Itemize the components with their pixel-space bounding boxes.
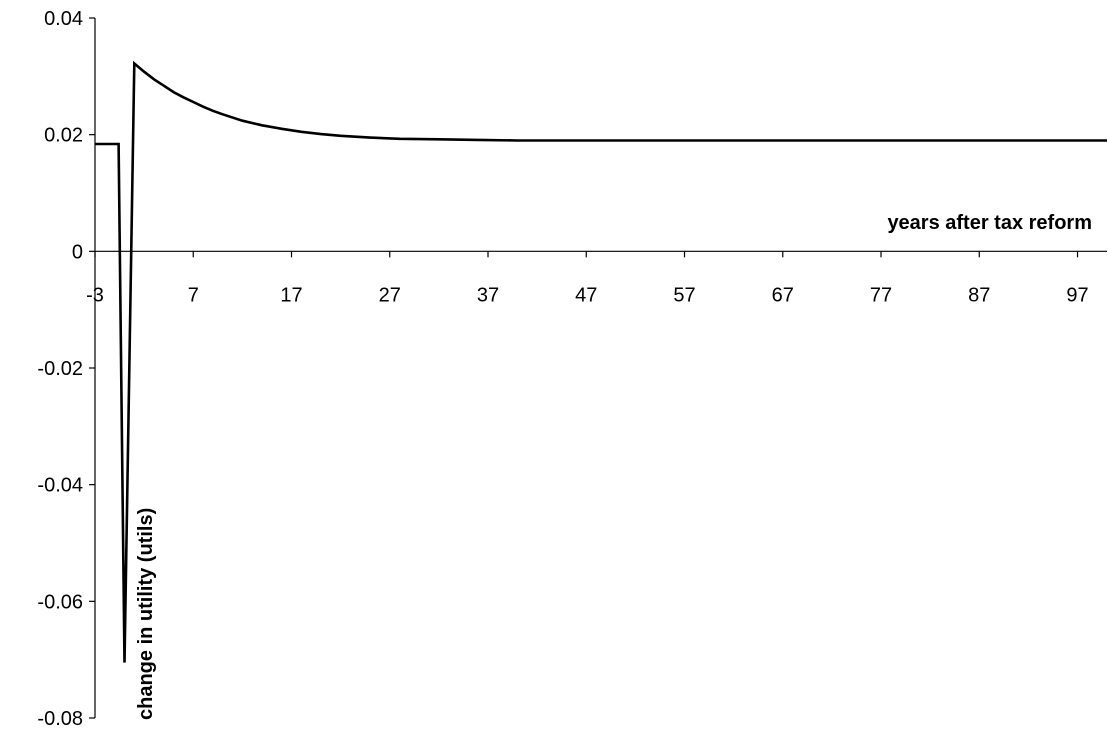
x-tick-label: 47 <box>575 284 597 306</box>
x-tick-label: 27 <box>379 284 401 306</box>
x-tick-label: 77 <box>870 284 892 306</box>
x-tick-label: 67 <box>772 284 794 306</box>
x-tick-label: 97 <box>1066 284 1088 306</box>
x-tick-label: 37 <box>477 284 499 306</box>
y-tick-label: -0.02 <box>37 358 83 380</box>
x-axis-ticks: -3 7 17 27 37 47 57 67 77 87 97 <box>86 251 1089 306</box>
series-line-1 <box>95 60 1107 663</box>
x-tick-label: 87 <box>968 284 990 306</box>
y-tick-label: 0.04 <box>44 8 83 30</box>
x-tick-label: 7 <box>188 284 199 306</box>
y-axis-title: change in utility (utils) <box>135 508 157 720</box>
y-tick-label: -0.06 <box>37 591 83 613</box>
x-tick-label: 17 <box>280 284 302 306</box>
y-tick-label: 0 <box>72 241 83 263</box>
x-tick-label: 57 <box>673 284 695 306</box>
y-tick-label: -0.04 <box>37 475 83 497</box>
series-group <box>95 60 1107 663</box>
y-axis-ticks: 0.04 0.02 0 -0.02 -0.04 -0.06 -0.08 <box>37 8 95 730</box>
y-tick-label: -0.08 <box>37 708 83 730</box>
x-axis-title: years after tax reform <box>887 212 1092 234</box>
y-tick-label: 0.02 <box>44 125 83 147</box>
